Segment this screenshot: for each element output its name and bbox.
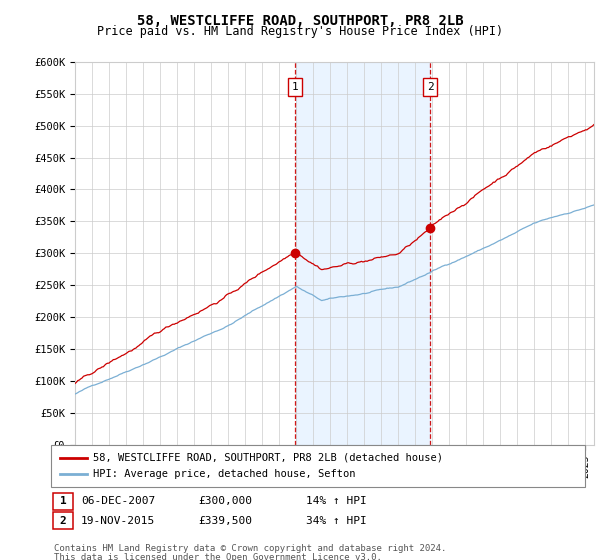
Text: 06-DEC-2007: 06-DEC-2007 bbox=[81, 496, 155, 506]
Text: 58, WESTCLIFFE ROAD, SOUTHPORT, PR8 2LB (detached house): 58, WESTCLIFFE ROAD, SOUTHPORT, PR8 2LB … bbox=[93, 452, 443, 463]
Text: This data is licensed under the Open Government Licence v3.0.: This data is licensed under the Open Gov… bbox=[54, 553, 382, 560]
Text: Contains HM Land Registry data © Crown copyright and database right 2024.: Contains HM Land Registry data © Crown c… bbox=[54, 544, 446, 553]
Text: Price paid vs. HM Land Registry's House Price Index (HPI): Price paid vs. HM Land Registry's House … bbox=[97, 25, 503, 38]
Text: £339,500: £339,500 bbox=[198, 516, 252, 526]
Text: 1: 1 bbox=[292, 82, 298, 92]
Text: 1: 1 bbox=[59, 496, 67, 506]
Text: 34% ↑ HPI: 34% ↑ HPI bbox=[306, 516, 367, 526]
Text: 2: 2 bbox=[427, 82, 434, 92]
Text: 14% ↑ HPI: 14% ↑ HPI bbox=[306, 496, 367, 506]
Text: 58, WESTCLIFFE ROAD, SOUTHPORT, PR8 2LB: 58, WESTCLIFFE ROAD, SOUTHPORT, PR8 2LB bbox=[137, 14, 463, 28]
Text: 2: 2 bbox=[59, 516, 67, 526]
Text: HPI: Average price, detached house, Sefton: HPI: Average price, detached house, Seft… bbox=[93, 469, 355, 479]
Text: £300,000: £300,000 bbox=[198, 496, 252, 506]
Text: 19-NOV-2015: 19-NOV-2015 bbox=[81, 516, 155, 526]
